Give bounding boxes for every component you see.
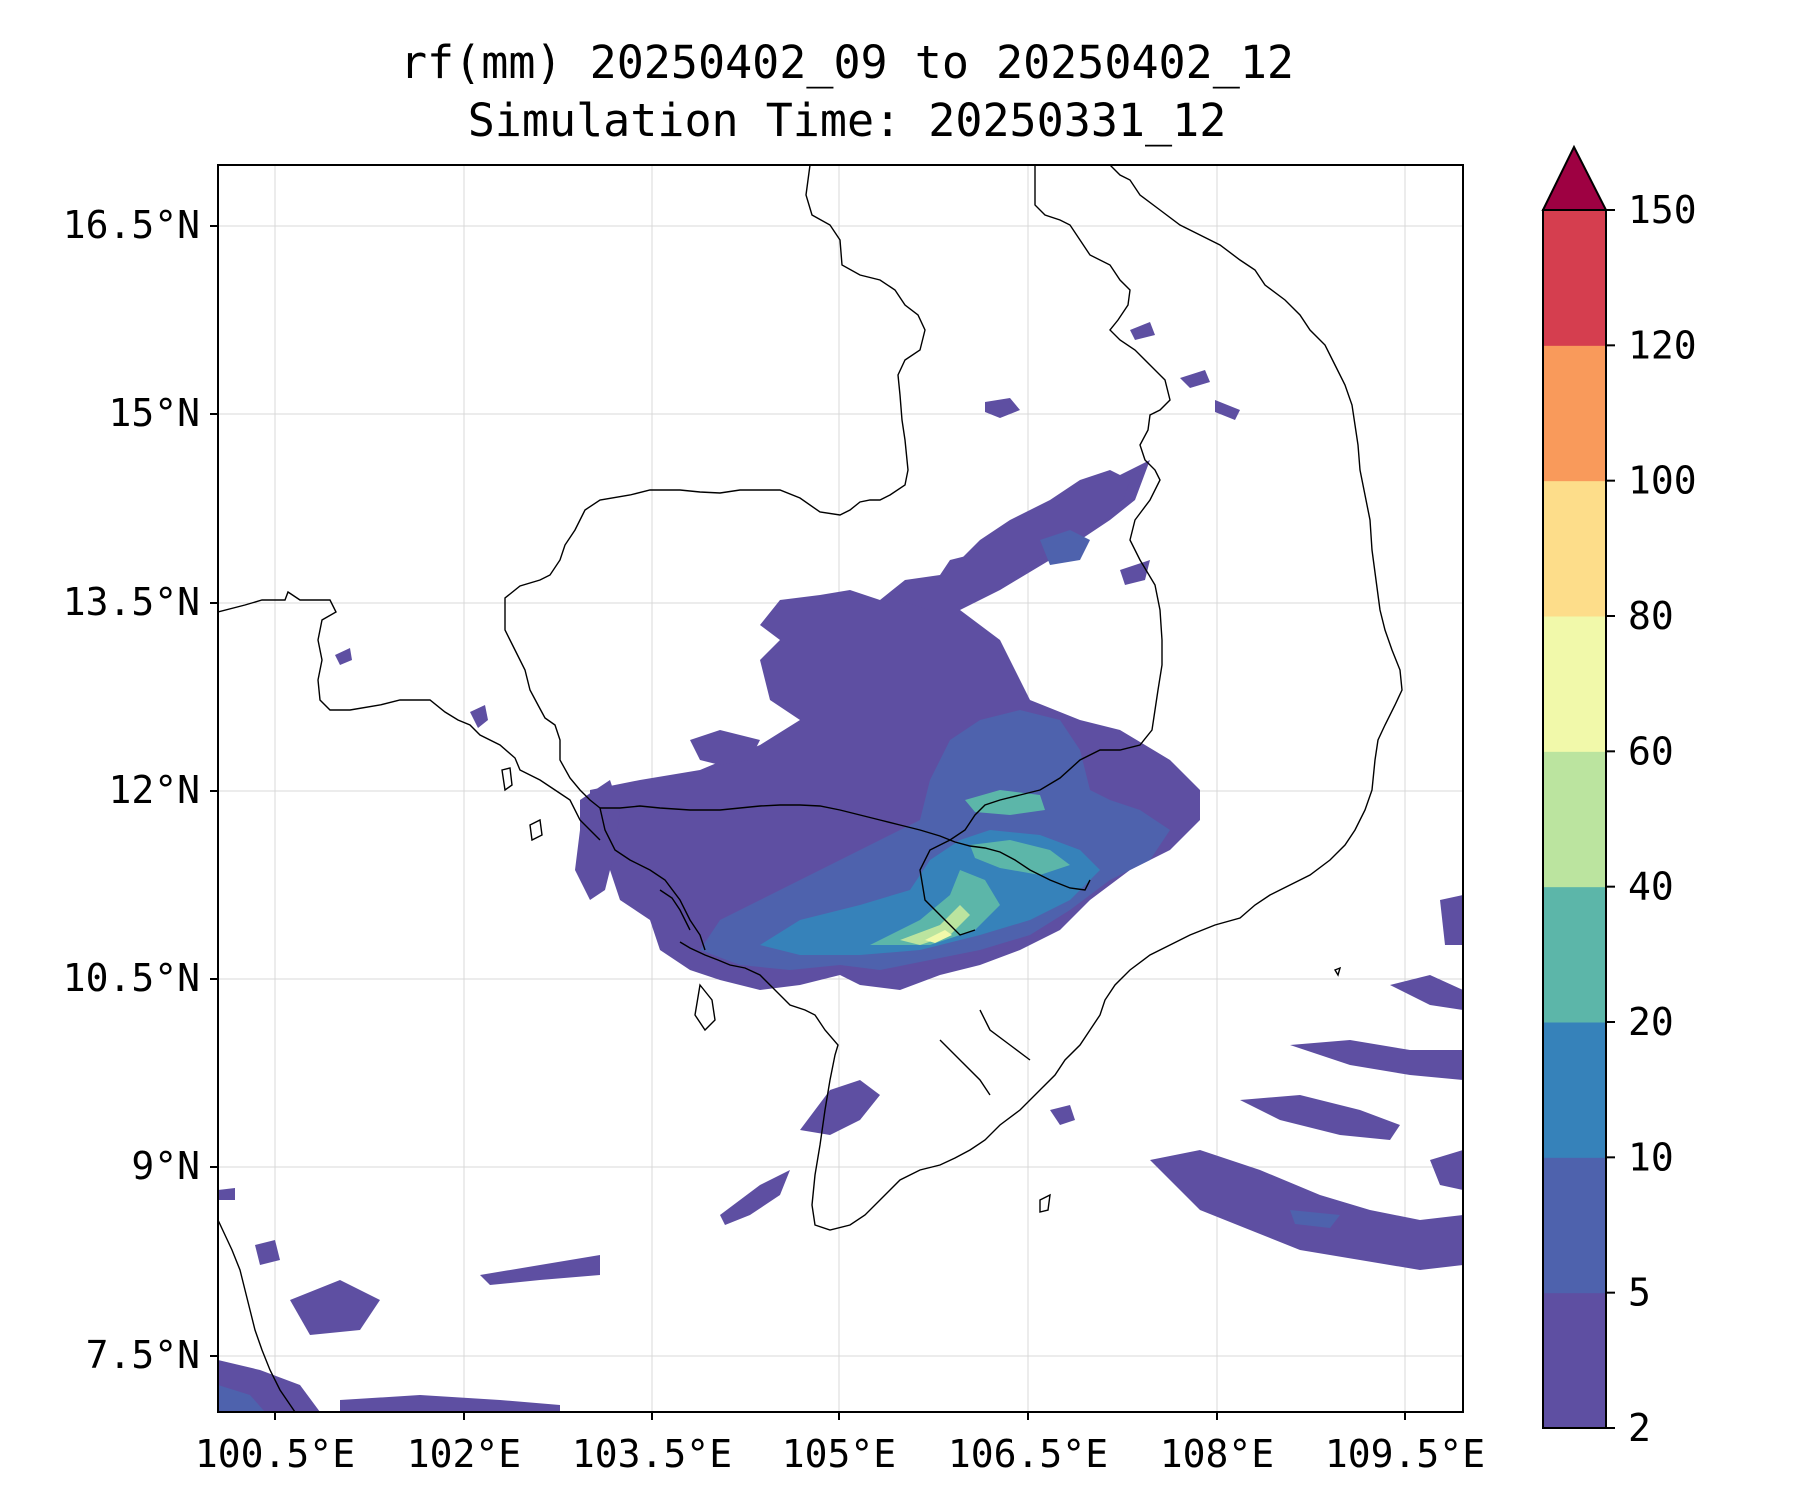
colorbar-tick-label: 20 [1628,1000,1674,1044]
y-tick-label: 10.5°N [63,956,200,1000]
x-tick-label: 106.5°E [948,1432,1108,1476]
y-tick-label: 15°N [108,391,200,435]
y-tick-label: 13.5°N [63,580,200,624]
colorbar-segment [1543,751,1606,888]
x-tick-label: 109.5°E [1325,1432,1485,1476]
colorbar-tick-label: 10 [1628,1135,1674,1179]
title-line-1: rf(mm) 20250402_09 to 20250402_12 [400,36,1294,89]
colorbar-tick-label: 5 [1628,1271,1651,1315]
colorbar-segment [1543,345,1606,482]
rainfall-contours [218,322,1463,1412]
map-panel: 100.5°E 102°E 103.5°E 105°E 106.5°E 108°… [63,164,1485,1476]
colorbar-segment [1543,616,1606,752]
colorbar: 2 5 10 20 40 60 80 100 120 150 [1541,144,1697,1450]
colorbar-tick-label: 150 [1628,188,1697,232]
x-tick-label: 108°E [1160,1432,1274,1476]
colorbar-segment [1543,1292,1606,1429]
y-tick-label: 7.5°N [86,1333,200,1377]
colorbar-ticks: 2 5 10 20 40 60 80 100 120 150 [1606,188,1697,1450]
colorbar-segment [1543,1157,1606,1294]
colorbar-frame [1542,209,1607,1429]
colorbar-segment [1543,480,1606,617]
y-tick-label: 9°N [131,1144,200,1188]
x-tick-label: 105°E [782,1432,896,1476]
colorbar-segment [1543,1022,1606,1158]
title-line-2: Simulation Time: 20250331_12 [468,94,1227,147]
y-tick-label: 12°N [108,768,200,812]
map-frame [217,164,1464,1413]
x-tick-label: 100.5°E [195,1432,355,1476]
country-boundaries [218,165,1403,1412]
colorbar-segment [1543,210,1606,346]
colorbar-tick-label: 120 [1628,323,1697,367]
x-tick-label: 103.5°E [572,1432,732,1476]
y-axis-labels: 16.5°N 15°N 13.5°N 12°N 10.5°N 9°N 7.5°N [63,203,200,1377]
colorbar-segment [1543,886,1606,1023]
colorbar-tick-label: 60 [1628,729,1674,773]
y-tick-label: 16.5°N [63,203,200,247]
axis-ticks [210,225,1406,1420]
colorbar-tick-label: 40 [1628,865,1674,909]
colorbar-tick-label: 100 [1628,459,1697,503]
colorbar-tick-label: 80 [1628,594,1674,638]
colorbar-extend-arrow [1541,144,1608,211]
colorbar-tick-label: 2 [1628,1406,1651,1450]
x-axis-labels: 100.5°E 102°E 103.5°E 105°E 106.5°E 108°… [195,1432,1485,1476]
colorbar-segments [1543,210,1606,1429]
x-tick-label: 102°E [407,1432,521,1476]
